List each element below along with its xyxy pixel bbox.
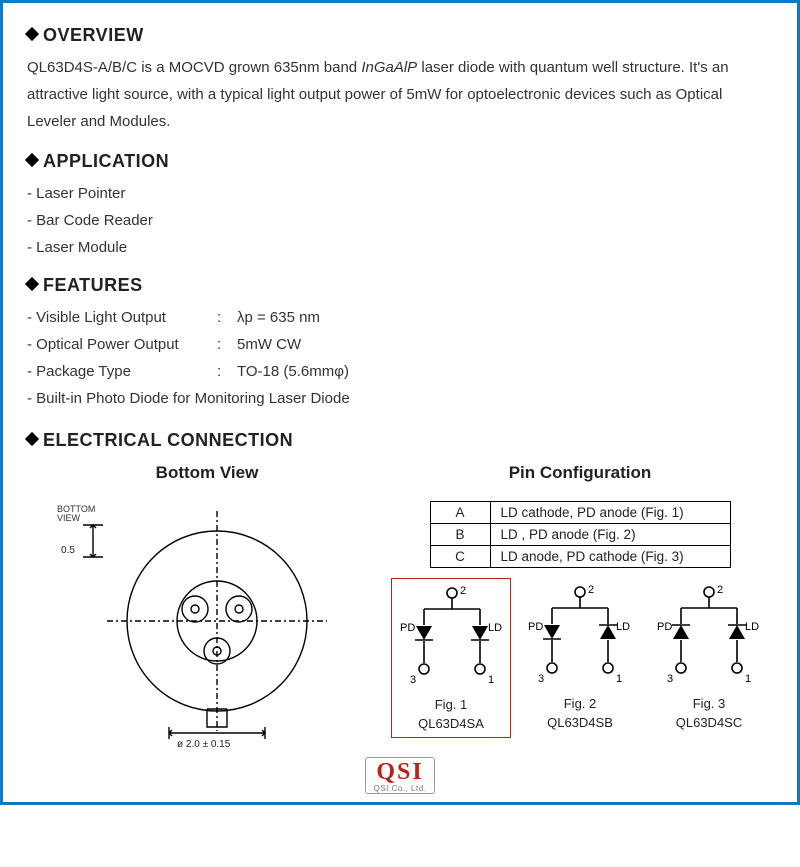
feature-value: 5mW CW bbox=[237, 331, 773, 358]
svg-text:2: 2 bbox=[588, 584, 594, 596]
feature-value: TO-18 (5.6mmφ) bbox=[237, 358, 773, 385]
feature-row: - Package Type : TO-18 (5.6mmφ) bbox=[27, 358, 773, 385]
feature-label: - Visible Light Output bbox=[27, 304, 217, 331]
table-row: C LD anode, PD cathode (Fig. 3) bbox=[430, 546, 730, 568]
pin-figure: 2 PD LD 3 1 Fig. 2 QL63D4SB bbox=[520, 578, 640, 738]
diamond-icon bbox=[25, 432, 39, 446]
features-list: - Visible Light Output : λp = 635 nm - O… bbox=[27, 304, 773, 412]
pin-desc: LD , PD anode (Fig. 2) bbox=[490, 524, 730, 546]
pin-figure: 2 PD LD 3 1 Fig. 1 QL63D4SA bbox=[391, 578, 511, 738]
svg-text:PD: PD bbox=[400, 622, 415, 634]
svg-text:2: 2 bbox=[460, 585, 466, 597]
figure-caption: Fig. 3 bbox=[651, 696, 767, 711]
svg-text:3: 3 bbox=[410, 674, 416, 686]
bottom-view-title: Bottom View bbox=[27, 463, 387, 483]
pin-figure: 2 PD LD 3 1 Fig. 3 QL63D4SC bbox=[649, 578, 769, 738]
pin-figures: 2 PD LD 3 1 Fig. 1 QL63D4SA 2 PD LD 3 1 F… bbox=[387, 578, 773, 738]
dim-bottom: ø 2.0 ± 0.15 bbox=[177, 739, 230, 750]
svg-text:1: 1 bbox=[745, 673, 751, 685]
logo-text: QSI bbox=[374, 760, 427, 784]
pin-key: B bbox=[430, 524, 490, 546]
section-heading-features: FEATURES bbox=[27, 275, 773, 296]
elec-connection-wrap: Bottom View BOTTOM VIEW 0.5 bbox=[27, 459, 773, 751]
svg-text:LD: LD bbox=[488, 622, 502, 634]
heading-text: ELECTRICAL CONNECTION bbox=[43, 430, 293, 450]
svg-text:3: 3 bbox=[538, 673, 544, 685]
overview-text-ital: InGaAlP bbox=[361, 59, 417, 76]
svg-text:LD: LD bbox=[616, 621, 630, 633]
pin-config-title: Pin Configuration bbox=[387, 463, 773, 483]
pin-key: C bbox=[430, 546, 490, 568]
list-item: - Bar Code Reader bbox=[27, 207, 773, 234]
application-list: - Laser Pointer - Bar Code Reader - Lase… bbox=[27, 180, 773, 261]
footer-logo: QSI QSI Co., Ltd. bbox=[27, 757, 773, 796]
feature-row: - Optical Power Output : 5mW CW bbox=[27, 331, 773, 358]
diamond-icon bbox=[25, 27, 39, 41]
logo-sub: QSI Co., Ltd. bbox=[374, 784, 427, 793]
bottom-view-column: Bottom View BOTTOM VIEW 0.5 bbox=[27, 459, 387, 751]
table-row: A LD cathode, PD anode (Fig. 1) bbox=[430, 502, 730, 524]
diamond-icon bbox=[25, 153, 39, 167]
svg-text:3: 3 bbox=[667, 673, 673, 685]
figure-model: QL63D4SB bbox=[522, 715, 638, 730]
feature-sep: : bbox=[217, 358, 237, 385]
feature-row: - Visible Light Output : λp = 635 nm bbox=[27, 304, 773, 331]
svg-text:1: 1 bbox=[616, 673, 622, 685]
list-item: - Laser Module bbox=[27, 234, 773, 261]
diamond-icon bbox=[25, 277, 39, 291]
section-heading-elec: ELECTRICAL CONNECTION bbox=[27, 430, 773, 451]
svg-text:PD: PD bbox=[657, 621, 672, 633]
section-heading-overview: OVERVIEW bbox=[27, 25, 773, 46]
dim-left: 0.5 bbox=[61, 545, 75, 556]
bottom-view-svg bbox=[57, 501, 357, 751]
feature-label: - Optical Power Output bbox=[27, 331, 217, 358]
figure-model: QL63D4SC bbox=[651, 715, 767, 730]
figure-model: QL63D4SA bbox=[394, 716, 508, 731]
feature-row: - Built-in Photo Diode for Monitoring La… bbox=[27, 385, 773, 412]
feature-sep: : bbox=[217, 331, 237, 358]
datasheet-page: OVERVIEW QL63D4S-A/B/C is a MOCVD grown … bbox=[0, 0, 800, 805]
logo-box: QSI QSI Co., Ltd. bbox=[365, 757, 436, 794]
svg-text:LD: LD bbox=[745, 621, 759, 633]
section-heading-application: APPLICATION bbox=[27, 151, 773, 172]
figure-caption: Fig. 2 bbox=[522, 696, 638, 711]
feature-sep: : bbox=[217, 304, 237, 331]
pin-desc: LD cathode, PD anode (Fig. 1) bbox=[490, 502, 730, 524]
pin-table: A LD cathode, PD anode (Fig. 1) B LD , P… bbox=[430, 501, 731, 568]
table-row: B LD , PD anode (Fig. 2) bbox=[430, 524, 730, 546]
heading-text: APPLICATION bbox=[43, 151, 169, 171]
heading-text: OVERVIEW bbox=[43, 25, 144, 45]
pin-key: A bbox=[430, 502, 490, 524]
feature-value: λp = 635 nm bbox=[237, 304, 773, 331]
svg-text:1: 1 bbox=[488, 674, 494, 686]
figure-caption: Fig. 1 bbox=[394, 697, 508, 712]
pin-desc: LD anode, PD cathode (Fig. 3) bbox=[490, 546, 730, 568]
bottom-view-label: BOTTOM VIEW bbox=[57, 505, 95, 523]
heading-text: FEATURES bbox=[43, 275, 143, 295]
feature-label: - Package Type bbox=[27, 358, 217, 385]
overview-text-a: QL63D4S-A/B/C is a MOCVD grown 635nm ban… bbox=[27, 59, 361, 76]
bottom-view-diagram: BOTTOM VIEW 0.5 bbox=[57, 501, 357, 751]
svg-text:2: 2 bbox=[717, 584, 723, 596]
list-item: - Laser Pointer bbox=[27, 180, 773, 207]
svg-text:PD: PD bbox=[528, 621, 543, 633]
overview-paragraph: QL63D4S-A/B/C is a MOCVD grown 635nm ban… bbox=[27, 54, 773, 135]
pin-config-column: Pin Configuration A LD cathode, PD anode… bbox=[387, 459, 773, 751]
